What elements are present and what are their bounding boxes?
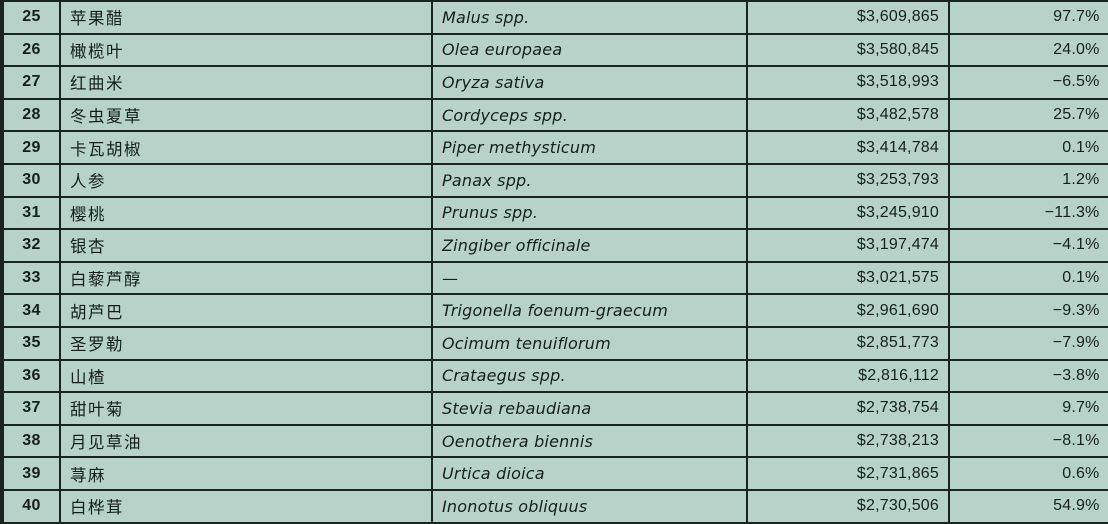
name-cell: 白藜芦醇	[60, 260, 433, 296]
value-cell: $2,738,213	[747, 423, 950, 459]
rank-cell: 39	[0, 456, 61, 491]
rank-cell: 34	[0, 293, 61, 328]
change-cell: 54.9%	[949, 488, 1108, 524]
name-cell: 冬虫夏草	[60, 97, 433, 133]
latin-name-cell: Zingiber officinale	[432, 228, 748, 263]
value-cell: $3,580,845	[747, 32, 950, 68]
latin-name-cell: Trigonella foenum-graecum	[432, 293, 748, 328]
latin-name-cell: Cordyceps spp.	[432, 97, 748, 133]
change-cell: 0.6%	[949, 456, 1108, 491]
table-row[interactable]: 25 苹果醋 Malus spp. $3,609,865 97.7%	[0, 0, 1108, 35]
name-cell: 甜叶菊	[60, 391, 433, 426]
rank-cell: 35	[0, 325, 61, 361]
value-cell: $3,482,578	[747, 97, 950, 133]
value-cell: $2,731,865	[747, 456, 950, 491]
table-row[interactable]: 35 圣罗勒 Ocimum tenuiflorum $2,851,773 −7.9%	[0, 325, 1108, 361]
table-row[interactable]: 38 月见草油 Oenothera biennis $2,738,213 −8.1%	[0, 423, 1108, 459]
change-cell: 0.1%	[949, 260, 1108, 296]
name-cell: 圣罗勒	[60, 325, 433, 361]
rank-cell: 32	[0, 228, 61, 263]
value-cell: $3,197,474	[747, 228, 950, 263]
change-cell: −11.3%	[949, 195, 1108, 231]
latin-name-cell: Urtica dioica	[432, 456, 748, 491]
latin-name-cell: Olea europaea	[432, 32, 748, 68]
latin-name-cell: Oryza sativa	[432, 65, 748, 100]
table-row[interactable]: 26 橄榄叶 Olea europaea $3,580,845 24.0%	[0, 32, 1108, 68]
value-cell: $2,816,112	[747, 358, 950, 394]
rank-cell: 30	[0, 162, 61, 198]
change-cell: 1.2%	[949, 162, 1108, 198]
latin-name-cell: Panax spp.	[432, 162, 748, 198]
change-cell: −7.9%	[949, 325, 1108, 361]
rank-cell: 28	[0, 97, 61, 133]
name-cell: 胡芦巴	[60, 293, 433, 328]
value-cell: $2,738,754	[747, 391, 950, 426]
name-cell: 山楂	[60, 358, 433, 394]
latin-name-cell: Prunus spp.	[432, 195, 748, 231]
name-cell: 荨麻	[60, 456, 433, 491]
rank-cell: 36	[0, 358, 61, 394]
latin-name-cell: Inonotus obliquus	[432, 488, 748, 524]
change-cell: 97.7%	[949, 0, 1108, 35]
change-cell: 25.7%	[949, 97, 1108, 133]
latin-name-cell: Piper methysticum	[432, 130, 748, 165]
name-cell: 苹果醋	[60, 0, 433, 35]
table-row[interactable]: 31 樱桃 Prunus spp. $3,245,910 −11.3%	[0, 195, 1108, 231]
latin-name-cell: Stevia rebaudiana	[432, 391, 748, 426]
name-cell: 人参	[60, 162, 433, 198]
change-cell: −4.1%	[949, 228, 1108, 263]
value-cell: $2,961,690	[747, 293, 950, 328]
rank-cell: 29	[0, 130, 61, 165]
name-cell: 橄榄叶	[60, 32, 433, 68]
rank-cell: 37	[0, 391, 61, 426]
table-row[interactable]: 30 人参 Panax spp. $3,253,793 1.2%	[0, 162, 1108, 198]
latin-name-cell: Malus spp.	[432, 0, 748, 35]
change-cell: −8.1%	[949, 423, 1108, 459]
change-cell: 0.1%	[949, 130, 1108, 165]
rank-cell: 26	[0, 32, 61, 68]
table-row[interactable]: 28 冬虫夏草 Cordyceps spp. $3,482,578 25.7%	[0, 97, 1108, 133]
value-cell: $3,253,793	[747, 162, 950, 198]
rank-cell: 27	[0, 65, 61, 100]
name-cell: 樱桃	[60, 195, 433, 231]
rank-cell: 38	[0, 423, 61, 459]
name-cell: 卡瓦胡椒	[60, 130, 433, 165]
change-cell: −3.8%	[949, 358, 1108, 394]
value-cell: $3,021,575	[747, 260, 950, 296]
table-row[interactable]: 37 甜叶菊 Stevia rebaudiana $2,738,754 9.7%	[0, 391, 1108, 426]
value-cell: $3,518,993	[747, 65, 950, 100]
name-cell: 白桦茸	[60, 488, 433, 524]
latin-name-cell: Crataegus spp.	[432, 358, 748, 394]
change-cell: 9.7%	[949, 391, 1108, 426]
latin-name-cell: —	[432, 260, 748, 296]
change-cell: 24.0%	[949, 32, 1108, 68]
table-row[interactable]: 36 山楂 Crataegus spp. $2,816,112 −3.8%	[0, 358, 1108, 394]
table-row[interactable]: 39 荨麻 Urtica dioica $2,731,865 0.6%	[0, 456, 1108, 491]
table-row[interactable]: 40 白桦茸 Inonotus obliquus $2,730,506 54.9%	[0, 488, 1108, 524]
table-row[interactable]: 34 胡芦巴 Trigonella foenum-graecum $2,961,690…	[0, 293, 1108, 328]
value-cell: $3,245,910	[747, 195, 950, 231]
value-cell: $2,851,773	[747, 325, 950, 361]
change-cell: −6.5%	[949, 65, 1108, 100]
value-cell: $3,609,865	[747, 0, 950, 35]
name-cell: 银杏	[60, 228, 433, 263]
name-cell: 月见草油	[60, 423, 433, 459]
table-row[interactable]: 32 银杏 Zingiber officinale $3,197,474 −4.1%	[0, 228, 1108, 263]
table-row[interactable]: 27 红曲米 Oryza sativa $3,518,993 −6.5%	[0, 65, 1108, 100]
rank-cell: 40	[0, 488, 61, 524]
latin-name-cell: Oenothera biennis	[432, 423, 748, 459]
name-cell: 红曲米	[60, 65, 433, 100]
rank-cell: 33	[0, 260, 61, 296]
latin-name-cell: Ocimum tenuiflorum	[432, 325, 748, 361]
value-cell: $2,730,506	[747, 488, 950, 524]
table-row[interactable]: 33 白藜芦醇 — $3,021,575 0.1%	[0, 260, 1108, 296]
table-row[interactable]: 29 卡瓦胡椒 Piper methysticum $3,414,784 0.1%	[0, 130, 1108, 165]
rank-cell: 31	[0, 195, 61, 231]
value-cell: $3,414,784	[747, 130, 950, 165]
change-cell: −9.3%	[949, 293, 1108, 328]
rank-cell: 25	[0, 0, 61, 35]
